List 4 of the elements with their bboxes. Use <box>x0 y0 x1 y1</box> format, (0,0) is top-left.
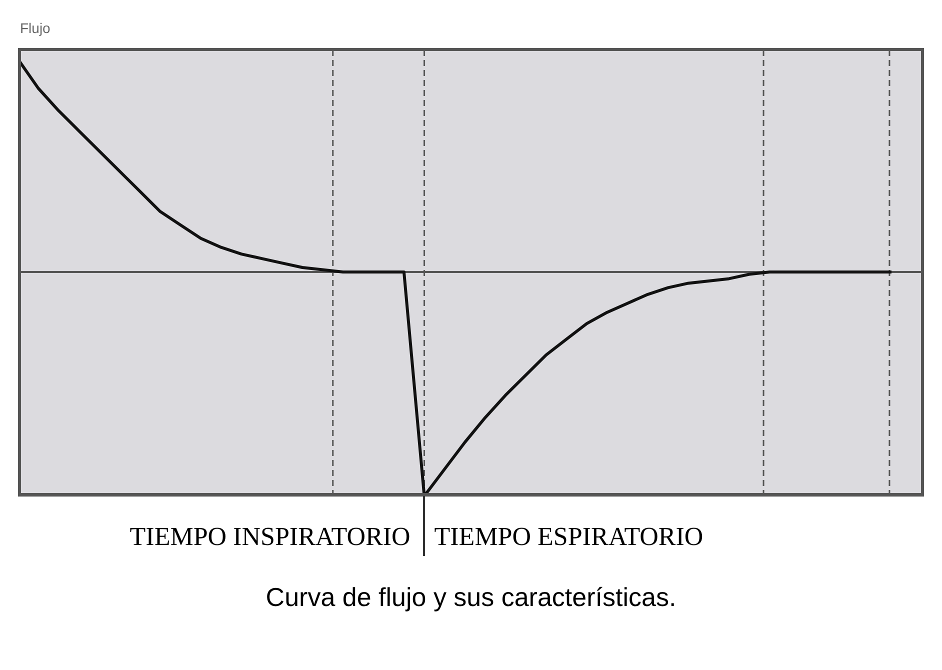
y-axis-title: Flujo <box>20 20 50 36</box>
text: TIEMPO INSPIRATORIO <box>130 522 410 552</box>
text: TIEMPO ESPIRATORIO <box>434 522 704 552</box>
text: Curva de flujo y sus características. <box>264 582 678 613</box>
